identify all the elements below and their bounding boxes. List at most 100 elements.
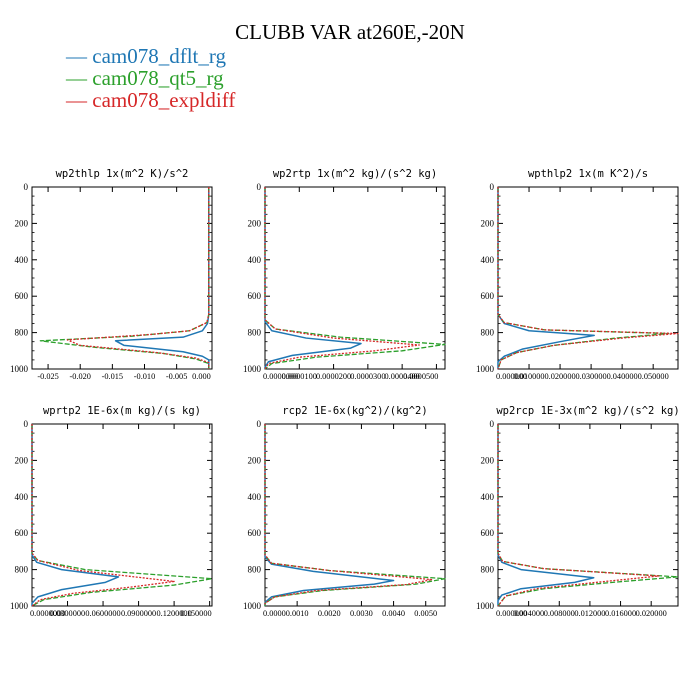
x-tick-label: 0.0000200: [316, 372, 351, 381]
y-tick-label: 400: [248, 255, 262, 265]
y-tick-label: 800: [481, 328, 495, 338]
x-tick-label: 0.000000: [496, 609, 527, 618]
x-tick-label: 0.000: [192, 372, 211, 381]
series-line-1: [497, 424, 595, 606]
x-tick-label: 0.004000: [513, 609, 544, 618]
y-tick-label: 600: [15, 528, 29, 538]
plot-frame: [264, 186, 446, 370]
panel-title: wpthlp2 1x(m K^2)/s: [528, 168, 648, 180]
series-line-3: [497, 187, 679, 370]
panel-1: wp2thlp 1x(m^2 K)/s^2 0 200 400 600 800 1000 -0…: [10, 168, 213, 381]
y-tick-label: 800: [15, 328, 29, 338]
y-tick-label: 200: [15, 455, 29, 465]
series-line-2: [31, 424, 213, 607]
y-tick-label: 1000: [243, 601, 262, 611]
x-tick-label: 0.000000: [496, 372, 527, 381]
x-tick-label: 0.016000: [605, 609, 636, 618]
x-tick-label: 0.040000: [607, 372, 638, 381]
series-line-3: [66, 187, 210, 369]
y-tick-label: 1000: [10, 364, 29, 374]
x-tick-label: 0.0050: [414, 609, 437, 618]
x-tick-label: 0.0000500: [403, 372, 438, 381]
chart-title: CLUBB VAR at260E,-20N: [235, 20, 465, 44]
legend-entry-dflt: — cam078_dflt_rg: [66, 44, 227, 68]
y-tick-label: 1000: [476, 364, 495, 374]
y-tick-label: 0: [490, 182, 495, 192]
plot-frame: [31, 186, 213, 370]
x-tick-label: 0.0300000: [50, 609, 85, 618]
y-tick-label: 400: [481, 492, 495, 502]
y-tick-label: 0: [24, 182, 29, 192]
x-tick-label: 0.0020: [318, 609, 341, 618]
panel-title: wp2rtp 1x(m^2 kg)/(s^2 kg): [273, 168, 437, 180]
y-tick-label: 600: [248, 291, 262, 301]
x-tick-label: 0.0600000: [85, 609, 120, 618]
x-tick-label: 0.010000: [513, 372, 544, 381]
series-line-2: [39, 187, 210, 369]
y-tick-label: 400: [15, 492, 29, 502]
series-line-1: [264, 424, 395, 606]
y-tick-label: 400: [481, 255, 495, 265]
y-tick-label: 800: [248, 328, 262, 338]
x-tick-label: 0.050000: [638, 372, 669, 381]
series-line-3: [264, 187, 420, 370]
x-tick-label: 0.0000300: [350, 372, 385, 381]
x-tick-label: -0.005: [166, 372, 187, 381]
x-tick-label: 0.0000000: [30, 609, 65, 618]
series-line-3: [497, 424, 660, 607]
y-tick-label: 200: [248, 455, 262, 465]
x-tick-label: -0.010: [134, 372, 155, 381]
panel-title: rcp2 1E-6x(kg^2)/(kg^2): [282, 405, 427, 417]
panel-2: wp2rtp 1x(m^2 kg)/(s^2 kg) 0 200 400 600 800 1…: [243, 168, 446, 381]
x-tick-label: 0.0000400: [385, 372, 420, 381]
x-tick-label: 0.150000: [181, 609, 212, 618]
legend-entry-expldiff: — cam078_expldiff: [66, 88, 236, 112]
x-tick-label: -0.025: [37, 372, 58, 381]
panel-6: wp2rcp 1E-3x(m^2 kg)/(s^2 kg)0 200 400 600 8…: [476, 405, 680, 618]
y-tick-label: 0: [257, 182, 262, 192]
series-line-1: [31, 424, 120, 606]
x-tick-label: -0.015: [102, 372, 123, 381]
y-tick-label: 600: [248, 528, 262, 538]
panel-title: wp2rcp 1E-3x(m^2 kg)/(s^2 kg): [496, 405, 679, 417]
series-line-3: [264, 424, 433, 606]
y-tick-label: 1000: [243, 364, 262, 374]
y-tick-label: 200: [248, 218, 262, 228]
y-tick-label: 1000: [476, 601, 495, 611]
y-tick-label: 800: [481, 565, 495, 575]
x-tick-label: 0.0900000: [121, 609, 156, 618]
y-tick-label: 400: [15, 255, 29, 265]
x-tick-label: -0.020: [69, 372, 90, 381]
x-tick-label: 0.0000: [263, 609, 286, 618]
x-tick-label: 0.0030: [350, 609, 373, 618]
y-tick-label: 1000: [10, 601, 29, 611]
y-tick-label: 400: [248, 492, 262, 502]
legend-entry-qt5: — cam078_qt5_rg: [66, 66, 224, 90]
x-tick-label: 0.020000: [545, 372, 576, 381]
series-line-3: [31, 424, 175, 607]
y-tick-label: 200: [481, 455, 495, 465]
y-tick-label: 800: [15, 565, 29, 575]
x-tick-label: 0.0040: [382, 609, 405, 618]
panel-4: wprtp2 1E-6x(m kg)/(s kg) 0 200 400 600 800 10…: [10, 405, 213, 618]
x-tick-label: 0.0000100: [282, 372, 317, 381]
y-tick-label: 0: [257, 419, 262, 429]
series-line-1: [264, 187, 362, 369]
series-line-2: [264, 187, 446, 370]
x-tick-label: 0.0000000: [263, 372, 298, 381]
panel-title: wp2thlp 1x(m^2 K)/s^2: [56, 168, 189, 180]
y-tick-label: 600: [481, 528, 495, 538]
y-tick-label: 800: [248, 565, 262, 575]
panel-title: wprtp2 1E-6x(m kg)/(s kg): [43, 405, 201, 417]
x-tick-label: 0.012000: [574, 609, 605, 618]
x-tick-label: 0.0010: [286, 609, 309, 618]
y-tick-label: 0: [24, 419, 29, 429]
series-line-1: [114, 187, 210, 369]
panel-5: rcp2 1E-6x(kg^2)/(kg^2) 0 200 400 600 800 1000…: [243, 405, 446, 618]
x-tick-label: 0.020000: [636, 609, 667, 618]
y-tick-label: 200: [15, 218, 29, 228]
x-tick-label: 0.008000: [544, 609, 575, 618]
x-tick-label: 0.1200000: [156, 609, 191, 618]
x-tick-label: 0.030000: [576, 372, 607, 381]
